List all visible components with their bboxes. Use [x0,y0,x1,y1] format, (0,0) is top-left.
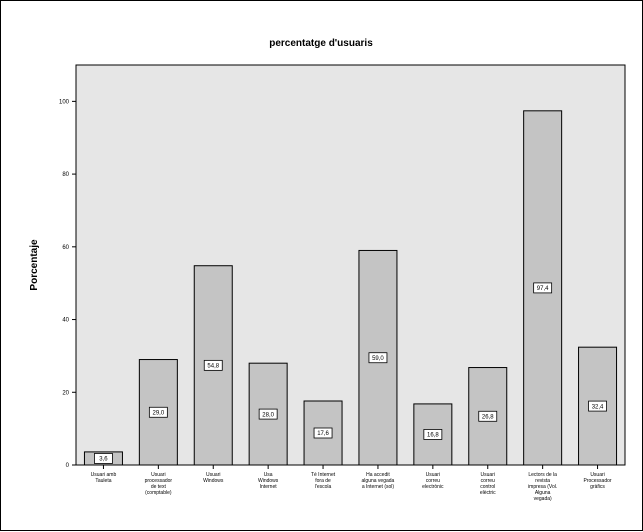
x-tick-label: Usuari Windows [203,472,224,484]
y-tick-label: 20 [62,390,69,396]
y-tick-label: 40 [62,318,69,324]
data-label: 3,6 [99,457,108,463]
y-tick-label: 60 [62,245,69,251]
data-label: 97,4 [537,286,549,292]
data-label-box [368,352,388,364]
y-axis: 0 20 40 60 80 100 [59,99,76,469]
x-tick-label: Usuari correu control elèctric [480,472,496,496]
data-label: 26,8 [482,414,494,420]
data-label: 54,8 [207,364,219,370]
y-tick-label: 100 [59,99,70,105]
data-label-box [588,400,607,412]
chart-title: percentatge d'usuaris [269,38,373,49]
data-label-box [423,429,443,440]
x-tick-label: Ha accedit alguna vegada a Internet (sol) [362,472,395,490]
x-tick-label: Usuari Processador gràfics [584,472,612,490]
x-tick-label: Lectors de la revista impresa (Vol. Alguna v… [528,472,557,502]
data-label: 17,6 [317,431,329,437]
data-label: 29,0 [153,410,165,416]
y-tick-label: 80 [62,172,69,178]
data-label-box [94,453,113,464]
data-label-box [313,427,333,439]
x-tick-label: Usuari correu electrònic [422,472,444,490]
data-label: 28,0 [262,412,274,418]
data-label-box [533,282,553,294]
x-axis: Usuari amb Tauleta Usuari processador de tex… [91,465,612,502]
data-label-box [203,359,223,371]
y-tick-label: 0 [66,463,70,469]
x-tick-label: Usa Windows Internet [258,472,279,490]
data-label-box [258,408,278,420]
data-label: 32,4 [592,404,604,410]
data-label-box [478,410,498,422]
data-label-box [148,406,168,418]
y-axis-label: Porcentaje [29,239,40,291]
data-label: 16,8 [427,433,439,439]
x-tick-label: Usuari processador de text (comptable) [145,472,173,496]
x-tick-label: Usuari amb Tauleta [91,472,117,484]
data-labels: 3,6 29,0 54,8 28,0 17,6 59,0 16,8 26,8 97,4 32,4 [94,282,607,464]
data-label: 59,0 [372,356,384,362]
x-tick-label: Té Internet fora de l'escola [311,472,336,490]
